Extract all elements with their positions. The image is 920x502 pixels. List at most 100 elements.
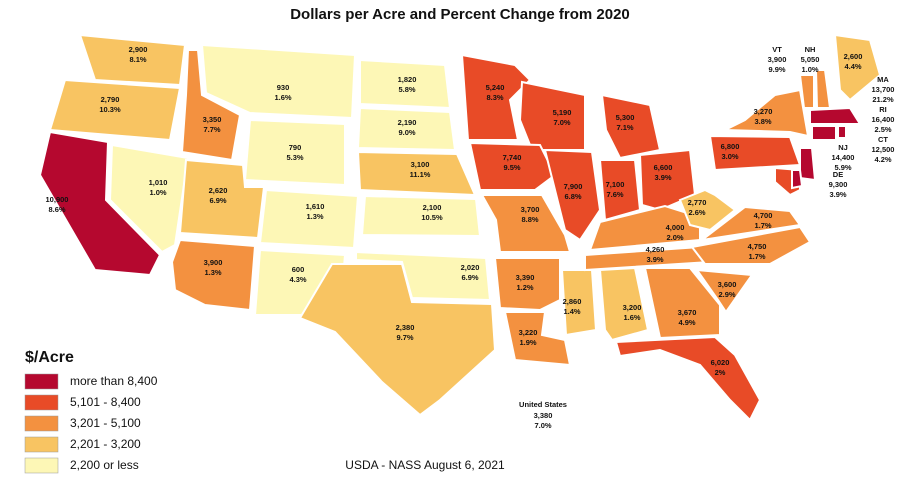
state-value: 5,190 [553, 108, 572, 117]
state-value: 3,220 [519, 328, 538, 337]
state-shape [460, 53, 532, 141]
state-change: 8.6% [48, 205, 65, 214]
state-shape [643, 267, 721, 340]
state-shape [799, 147, 817, 182]
state-shape [791, 169, 804, 190]
state-change: 3.0% [721, 152, 738, 161]
national-change: 7.0% [534, 421, 551, 430]
state-shape [493, 257, 561, 312]
state-change: 5.8% [398, 85, 415, 94]
state-change: 1.6% [274, 93, 291, 102]
legend: more than 8,400 5,101 - 8,400 3,201 - 5,10… [24, 373, 158, 474]
state-change: 1.0% [801, 65, 818, 74]
state-change: 21.2% [872, 95, 894, 104]
state-change: 3.9% [654, 173, 671, 182]
state-shape [480, 194, 572, 253]
state-change: 8.3% [486, 93, 503, 102]
state-value: 3,390 [516, 273, 535, 282]
state-shape [468, 141, 557, 191]
state-value: 2,020 [461, 263, 480, 272]
state-change: 9.7% [396, 333, 413, 342]
state-change: 2% [715, 368, 726, 377]
state-value: 10,900 [46, 195, 69, 204]
legend-label: more than 8,400 [70, 374, 158, 388]
state-shape [48, 78, 182, 142]
state-change: 7.6% [606, 190, 623, 199]
state-change: 5.3% [286, 153, 303, 162]
state-change: 8.8% [521, 215, 538, 224]
state-value: 2,900 [129, 45, 148, 54]
state-value: 3,700 [521, 205, 540, 214]
state-change: 10.5% [421, 213, 443, 222]
national-value: 3,380 [534, 411, 553, 420]
state-shape [833, 33, 882, 102]
state-shape [543, 148, 602, 242]
state-change: 6.8% [564, 192, 581, 201]
state-value: 790 [289, 143, 302, 152]
legend-label: 3,201 - 5,100 [70, 416, 141, 430]
state-value: 1,010 [149, 178, 168, 187]
state-value: 7,100 [606, 180, 625, 189]
state-abbr: VT [772, 45, 782, 54]
state-shape [598, 266, 650, 342]
state-shape [360, 194, 482, 238]
state-shape [678, 188, 737, 232]
state-change: 3.9% [829, 190, 846, 199]
state-shape [694, 268, 754, 314]
states: 2,9008.1%2,79010.3%10,9008.6%1,0101.0%3,… [38, 33, 895, 422]
state-change: 5.9% [834, 163, 851, 172]
legend-label: 5,101 - 8,400 [70, 395, 141, 409]
state-change: 1.4% [563, 307, 580, 316]
state-change: 4.2% [874, 155, 891, 164]
state-value: 6,800 [721, 142, 740, 151]
state-change: 1.2% [516, 283, 533, 292]
state-value: 1,610 [306, 202, 325, 211]
state-value: 4,260 [646, 245, 665, 254]
legend-swatch [24, 415, 59, 432]
state-change: 7.7% [203, 125, 220, 134]
state-shape [180, 49, 242, 162]
state-value: 600 [292, 265, 305, 274]
state-shape [298, 263, 497, 417]
state-shape [614, 335, 762, 422]
state-value: 5,240 [486, 83, 505, 92]
state-value: 9,300 [829, 180, 848, 189]
state-value: 6,020 [711, 358, 730, 367]
state-shape [108, 143, 190, 254]
state-value: 2,790 [101, 95, 120, 104]
legend-swatch [24, 373, 59, 390]
state-value: 3,600 [718, 280, 737, 289]
state-change: 2.0% [666, 233, 683, 242]
state-shape [503, 311, 572, 367]
state-shape [701, 205, 802, 241]
state-abbr: NJ [838, 143, 848, 152]
state-shape [811, 125, 837, 141]
state-change: 9.9% [768, 65, 785, 74]
state-shape [200, 43, 357, 120]
state-value: 3,270 [754, 107, 773, 116]
source: USDA - NASS August 6, 2021 [345, 458, 505, 472]
state-change: 2.9% [718, 290, 735, 299]
state-change: 2.6% [688, 208, 705, 217]
state-value: 3,350 [203, 115, 222, 124]
state-shape [837, 125, 847, 139]
state-shape [356, 150, 477, 197]
state-value: 5,300 [616, 113, 635, 122]
state-value: 3,670 [678, 308, 697, 317]
state-change: 1.3% [204, 268, 221, 277]
state-value: 4,700 [754, 211, 773, 220]
state-change: 7.0% [553, 118, 570, 127]
state-value: 7,900 [564, 182, 583, 191]
state-change: 1.7% [754, 221, 771, 230]
state-value: 12,500 [872, 145, 895, 154]
state-value: 14,400 [832, 153, 855, 162]
state-shape [560, 269, 598, 337]
state-change: 11.1% [410, 170, 431, 179]
legend-label: 2,201 - 3,200 [70, 437, 141, 451]
state-change: 1.9% [519, 338, 536, 347]
state-change: 1.3% [306, 212, 323, 221]
state-abbr: RI [879, 105, 887, 114]
state-change: 7.1% [616, 123, 633, 132]
state-change: 4.3% [289, 275, 306, 284]
